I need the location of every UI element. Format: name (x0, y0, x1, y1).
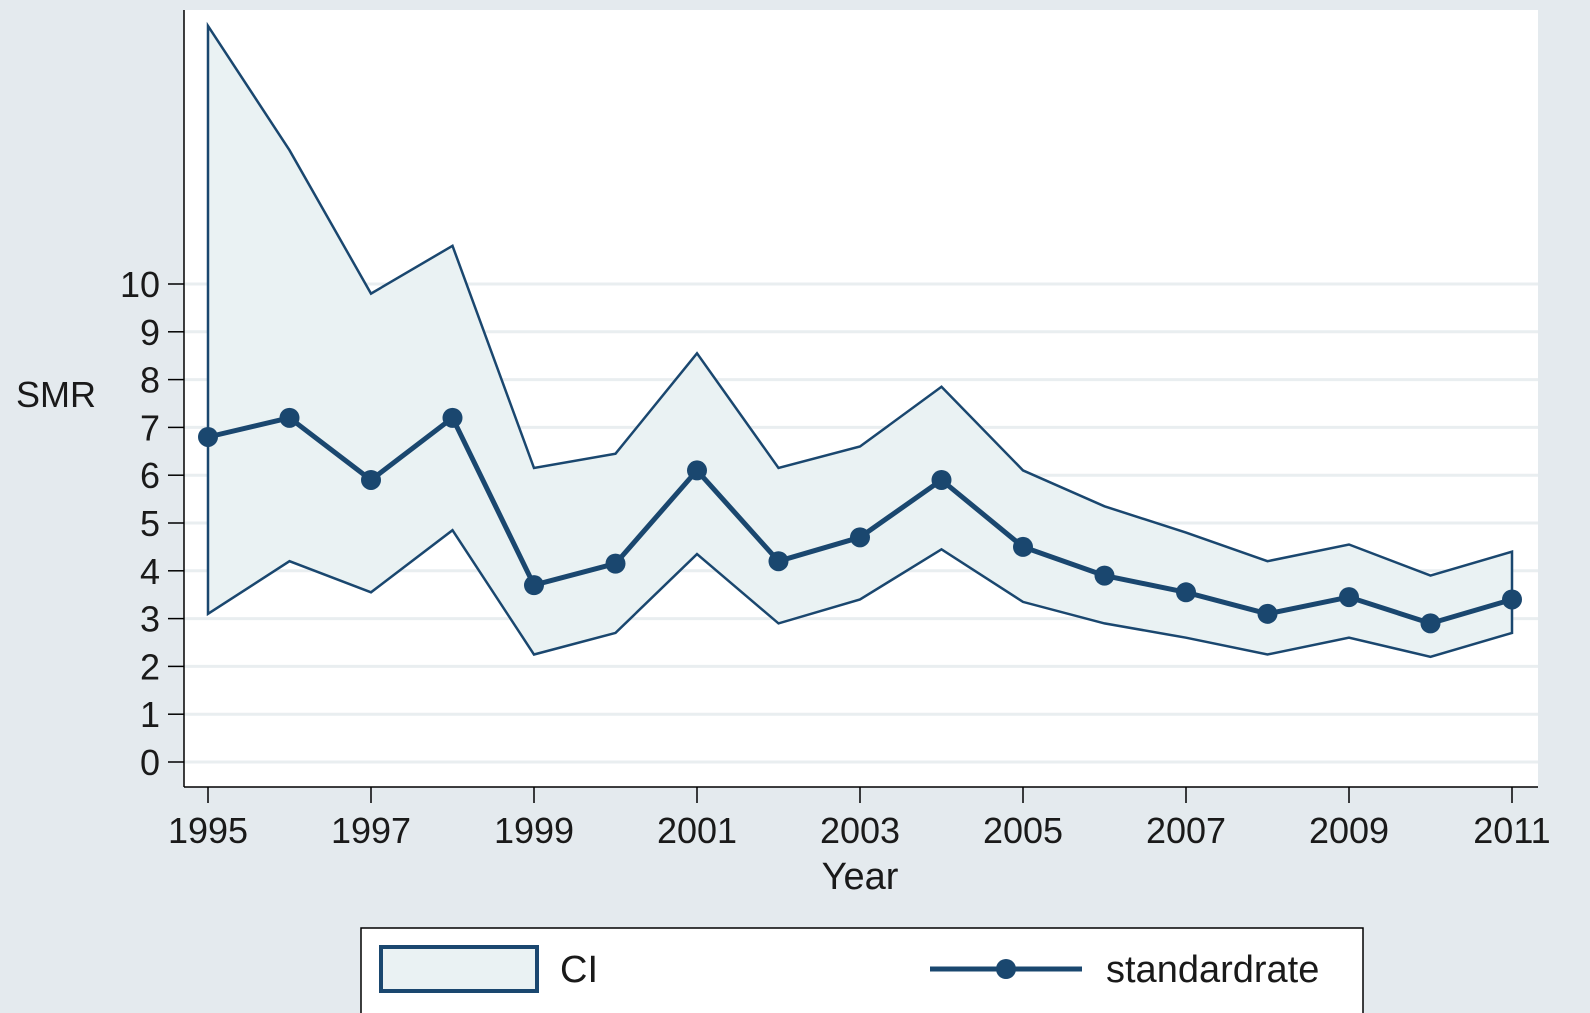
legend-ci-swatch (379, 945, 539, 993)
data-point-1999 (524, 575, 544, 596)
data-point-1998 (442, 407, 463, 428)
legend-ci-label: CI (560, 949, 598, 991)
y-tick-label-7: 7 (140, 407, 160, 448)
y-axis-title: SMR (16, 374, 96, 415)
x-tick-label-2011: 2011 (1473, 810, 1550, 851)
y-tick-label-0: 0 (140, 742, 160, 783)
x-tick-label-2003: 2003 (820, 810, 900, 851)
x-tick-label-2007: 2007 (1146, 810, 1226, 851)
data-point-2004 (931, 469, 952, 490)
y-tick-label-10: 10 (120, 264, 160, 305)
data-point-2009 (1339, 587, 1359, 608)
data-point-1996 (279, 407, 300, 428)
data-point-2000 (605, 553, 626, 574)
data-point-2005 (1013, 536, 1033, 557)
legend-standardrate-label: standardrate (1106, 949, 1319, 991)
x-tick-label-2001: 2001 (657, 810, 737, 851)
y-tick-label-3: 3 (140, 599, 160, 640)
data-point-2007 (1176, 582, 1196, 603)
y-tick-label-9: 9 (140, 312, 160, 353)
legend-standardrate-marker (996, 959, 1016, 979)
ci-band (206, 21, 1514, 659)
y-tick-label-8: 8 (140, 360, 160, 401)
y-tick-label-6: 6 (140, 455, 160, 496)
x-tick-label-1997: 1997 (331, 810, 411, 851)
data-point-2001 (687, 460, 707, 481)
data-point-2011 (1502, 589, 1522, 610)
standardrate-markers (198, 407, 1522, 634)
x-tick-label-2009: 2009 (1309, 810, 1389, 851)
x-tick-label-2005: 2005 (983, 810, 1063, 851)
y-tick-label-2: 2 (140, 646, 160, 687)
x-tick-label-1995: 1995 (168, 810, 248, 851)
data-point-1995 (198, 426, 218, 447)
y-tick-label-1: 1 (140, 694, 160, 735)
y-tick-label-4: 4 (140, 551, 160, 592)
x-tick-label-1999: 1999 (494, 810, 574, 851)
legend: CI standardrate (360, 927, 1364, 1013)
data-point-2002 (768, 551, 789, 572)
y-axis-ticks: 0 1 2 3 4 5 6 7 8 9 10 (120, 264, 184, 783)
data-point-2003 (850, 527, 870, 548)
data-point-1997 (361, 469, 381, 490)
data-point-2008 (1257, 603, 1278, 624)
x-axis-title: Year (822, 856, 899, 898)
data-point-2010 (1420, 613, 1441, 634)
y-tick-label-5: 5 (140, 503, 160, 544)
data-point-2006 (1094, 565, 1115, 586)
x-axis-ticks: 1995 1997 1999 2001 2003 2005 2007 2009 2011 (168, 787, 1551, 851)
